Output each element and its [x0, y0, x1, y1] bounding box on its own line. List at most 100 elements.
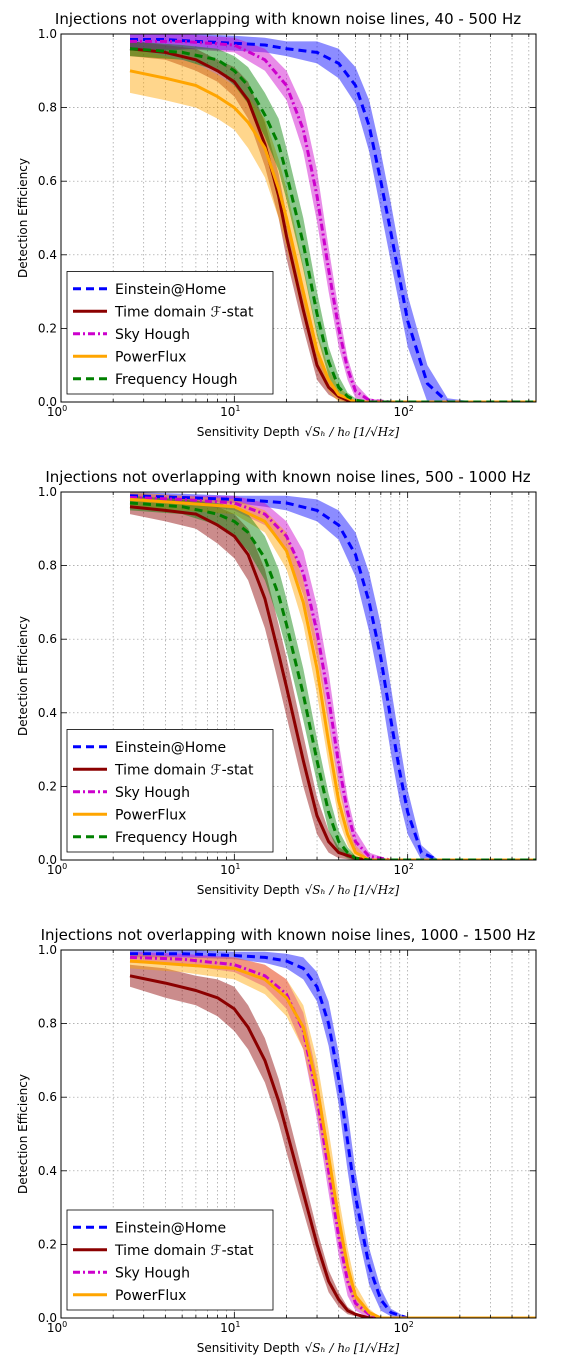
y-tick-label: 0.8 — [38, 101, 57, 115]
y-tick-label: 1.0 — [38, 27, 57, 41]
series-line-4 — [129, 959, 536, 1318]
y-tick-label: 0.6 — [38, 1090, 57, 1104]
series-group — [129, 950, 536, 1318]
series-line-3 — [129, 496, 536, 860]
x-axis-label-math: √Sₕ / h₀ [1/√Hz] — [305, 1341, 400, 1355]
series-line-1 — [130, 38, 536, 402]
x-tick-label: 100 — [47, 404, 67, 419]
legend: Einstein@Home Time domain ℱ-stat Sky Hough… — [66, 729, 274, 853]
legend-label-4: PowerFlux — [115, 349, 186, 365]
x-tick-label: 102 — [393, 404, 413, 419]
y-tick-label: 1.0 — [38, 943, 57, 957]
x-axis-label-math: √Sₕ / h₀ [1/√Hz] — [305, 425, 400, 439]
series-line-5 — [129, 47, 536, 402]
legend-label-1: Einstein@Home — [115, 1220, 226, 1236]
x-tick-exponent: 0 — [62, 1320, 67, 1329]
legend-label-3: Sky Hough — [115, 327, 190, 343]
y-tick-label: 0.2 — [38, 1237, 57, 1251]
chart-title: Injections not overlapping with known no… — [55, 10, 521, 28]
x-tick-exponent: 1 — [235, 862, 240, 871]
x-tick-label: 101 — [220, 862, 240, 877]
x-tick-exponent: 2 — [409, 862, 414, 871]
x-tick-label: 100 — [47, 1320, 67, 1335]
legend-label-2: Time domain ℱ-stat — [114, 304, 254, 320]
x-tick-base: 10 — [393, 1321, 408, 1335]
y-tick-label: 0.8 — [38, 559, 57, 573]
legend-label-5: Frequency Hough — [115, 830, 238, 846]
x-tick-exponent: 1 — [235, 404, 240, 413]
y-tick-label: 0.0 — [38, 853, 57, 867]
series-group — [129, 492, 536, 860]
legend-label-1: Einstein@Home — [115, 740, 226, 756]
series-line-2 — [129, 974, 536, 1318]
series-line-4 — [129, 69, 536, 402]
series-line-3 — [129, 955, 536, 1318]
legend-box — [66, 271, 274, 395]
legend-label-2: Time domain ℱ-stat — [114, 1243, 254, 1259]
y-tick-label: 0.2 — [38, 321, 57, 335]
y-tick-label: 0.8 — [38, 1017, 57, 1031]
x-tick-base: 10 — [393, 863, 408, 877]
x-tick-base: 10 — [47, 1321, 62, 1335]
x-axis-label: Sensitivity Depth √Sₕ / h₀ [1/√Hz] — [197, 883, 400, 897]
y-tick-label: 0.4 — [38, 706, 57, 720]
series-group — [129, 34, 536, 402]
x-tick-exponent: 0 — [62, 862, 67, 871]
chart-panel-3: Injections not overlapping with known no… — [16, 926, 537, 1355]
x-axis-label-math: √Sₕ / h₀ [1/√Hz] — [305, 883, 400, 897]
x-tick-label: 102 — [393, 1320, 413, 1335]
x-tick-base: 10 — [47, 863, 62, 877]
x-axis-label: Sensitivity Depth √Sₕ / h₀ [1/√Hz] — [197, 425, 400, 439]
x-tick-base: 10 — [220, 863, 235, 877]
legend-label-2: Time domain ℱ-stat — [114, 762, 254, 778]
series-line-4 — [129, 497, 536, 860]
chart-title: Injections not overlapping with known no… — [45, 468, 530, 486]
legend-label-1: Einstein@Home — [115, 282, 226, 298]
legend-label-3: Sky Hough — [115, 785, 190, 801]
x-axis-label: Sensitivity Depth √Sₕ / h₀ [1/√Hz] — [197, 1341, 400, 1355]
chart-panel-1: Injections not overlapping with known no… — [16, 10, 537, 439]
series-band-4 — [130, 492, 536, 860]
x-tick-exponent: 2 — [409, 404, 414, 413]
x-tick-label: 101 — [220, 404, 240, 419]
series-band-4 — [130, 48, 536, 402]
legend: Einstein@Home Time domain ℱ-stat Sky Hough… — [66, 1209, 274, 1311]
y-axis-label: Detection Efficiency — [16, 1074, 30, 1194]
x-axis-label-text: Sensitivity Depth — [197, 1341, 300, 1355]
x-tick-exponent: 1 — [235, 1320, 240, 1329]
chart-panel-2: Injections not overlapping with known no… — [16, 468, 537, 897]
series-line-2 — [129, 47, 536, 402]
x-tick-exponent: 2 — [409, 1320, 414, 1329]
series-line-1 — [130, 952, 536, 1318]
y-tick-label: 0.0 — [38, 395, 57, 409]
y-tick-label: 0.0 — [38, 1311, 57, 1325]
x-axis-label-text: Sensitivity Depth — [197, 425, 300, 439]
y-tick-label: 0.2 — [38, 779, 57, 793]
series-line-2 — [129, 505, 536, 860]
axes-frame — [60, 949, 537, 1319]
y-tick-label: 1.0 — [38, 485, 57, 499]
series-line-5 — [129, 501, 536, 860]
x-tick-exponent: 0 — [62, 404, 67, 413]
legend-label-4: PowerFlux — [115, 1288, 186, 1304]
legend-label-5: Frequency Hough — [115, 372, 238, 388]
y-tick-label: 0.6 — [38, 632, 57, 646]
x-tick-label: 100 — [47, 862, 67, 877]
x-tick-base: 10 — [393, 405, 408, 419]
legend-box — [66, 729, 274, 853]
y-tick-label: 0.4 — [38, 248, 57, 262]
legend-label-3: Sky Hough — [115, 1265, 190, 1281]
series-line-1 — [129, 494, 536, 860]
x-tick-base: 10 — [220, 405, 235, 419]
x-tick-label: 101 — [220, 1320, 240, 1335]
y-tick-label: 0.4 — [38, 1164, 57, 1178]
legend: Einstein@Home Time domain ℱ-stat Sky Hough… — [66, 271, 274, 395]
axes-frame — [60, 33, 537, 403]
x-tick-label: 102 — [393, 862, 413, 877]
y-axis-label: Detection Efficiency — [16, 158, 30, 278]
chart-title: Injections not overlapping with known no… — [41, 926, 536, 944]
legend-label-4: PowerFlux — [115, 807, 186, 823]
series-line-3 — [130, 39, 536, 402]
y-axis-label: Detection Efficiency — [16, 616, 30, 736]
